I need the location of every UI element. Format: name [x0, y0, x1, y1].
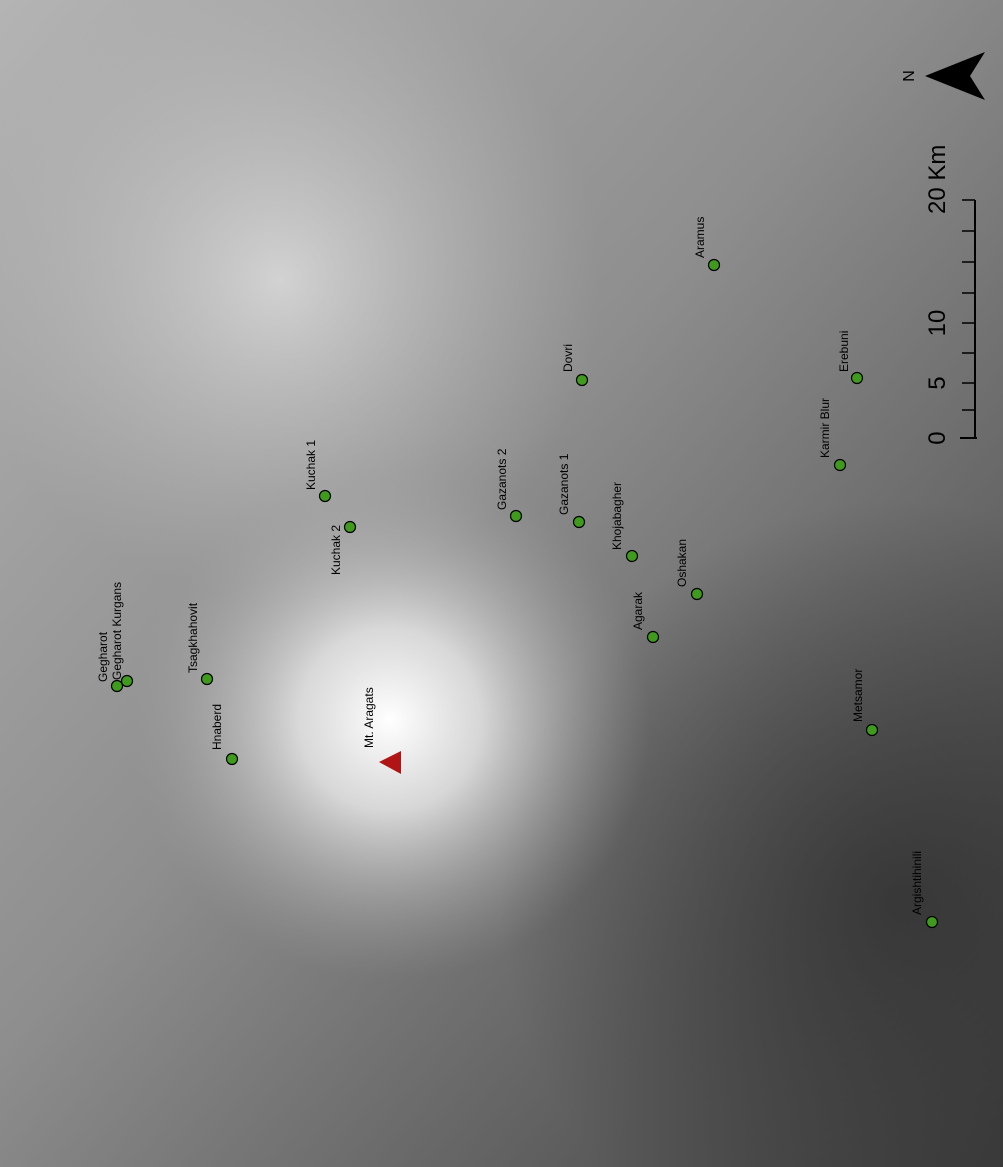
site-marker	[648, 632, 659, 643]
site-marker	[202, 674, 213, 685]
site-label: Gazanots 2	[495, 448, 509, 510]
site-marker	[112, 681, 123, 692]
site-label: Gazanots 1	[557, 453, 571, 515]
site-label: Khojabagher	[610, 482, 624, 550]
site-label: Oshakan	[675, 539, 689, 587]
site-marker	[227, 754, 238, 765]
scale-label: 10	[924, 310, 951, 337]
site-marker	[867, 725, 878, 736]
scale-label: 0	[924, 431, 951, 444]
scale-label: 5	[924, 376, 951, 389]
site-label: Argishtihinili	[910, 851, 924, 915]
site-marker	[852, 373, 863, 384]
site-label: Gegharot Kurgans	[110, 582, 124, 680]
site-marker	[574, 517, 585, 528]
site-marker	[577, 375, 588, 386]
site-label: Agarak	[631, 591, 645, 630]
site-label: Kuchak 1	[304, 440, 318, 490]
site-marker	[320, 491, 331, 502]
north-label: N	[901, 70, 918, 82]
terrain-peak	[0, 0, 1003, 1167]
map: N 0 5 10 20 Km GegharotGegharot Kurgans Tsagk…	[0, 0, 1003, 1167]
site-marker	[511, 511, 522, 522]
site-label: Kuchak 2	[329, 525, 343, 575]
site-label: Tsagkhahovit	[186, 602, 200, 673]
site-marker	[709, 260, 720, 271]
site-marker	[927, 917, 938, 928]
site-label: Aramus	[693, 217, 707, 258]
site-label: Gegharot	[96, 631, 110, 682]
scale-label: 20 Km	[924, 145, 951, 214]
site-label: Dovri	[561, 344, 575, 372]
site-marker	[835, 460, 846, 471]
site-label: Hnaberd	[210, 704, 224, 750]
site-marker	[345, 522, 356, 533]
site-marker	[627, 551, 638, 562]
site-label: Erebuni	[837, 331, 851, 372]
site-label: Karmir Blur	[818, 398, 832, 458]
site-label: Mt. Aragats	[362, 687, 376, 748]
site-label: Metsamor	[851, 669, 865, 722]
site-marker	[692, 589, 703, 600]
